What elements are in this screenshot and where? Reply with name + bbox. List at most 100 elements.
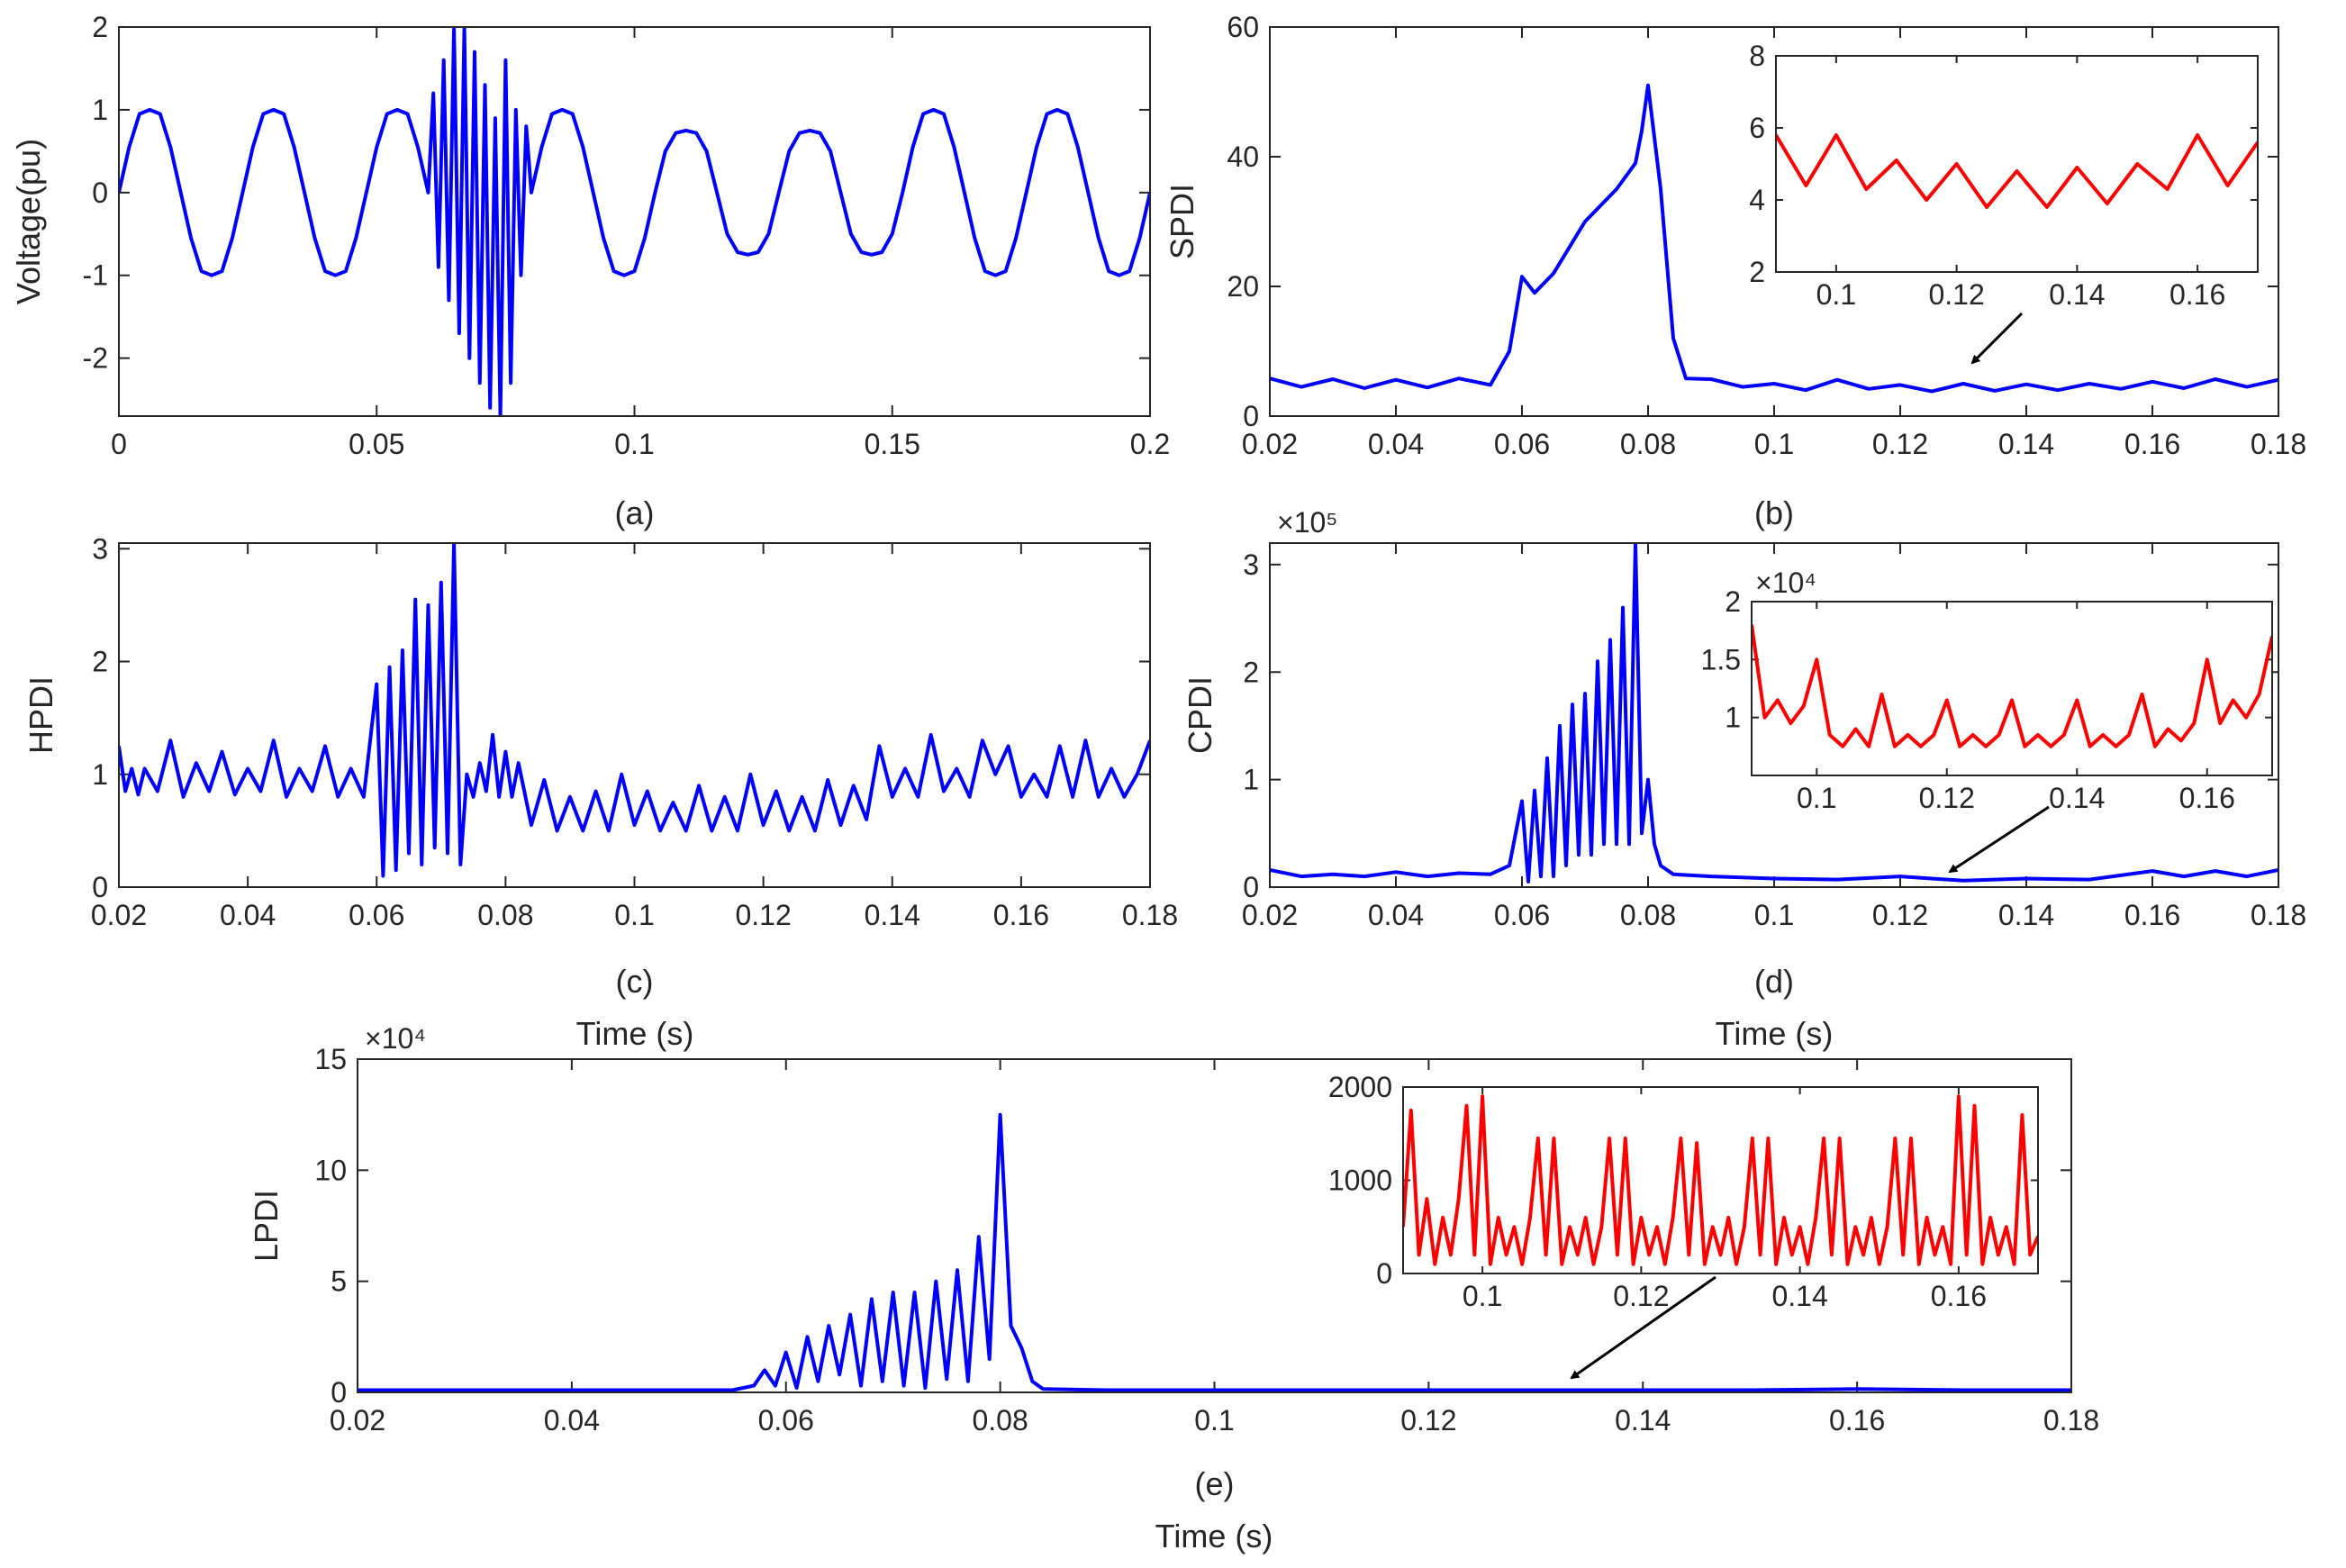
x-tick-label-a: 0.05 [349, 428, 404, 460]
inset-arrow-d [1948, 805, 2050, 874]
x-tick-label-e: 0.12 [1400, 1404, 1456, 1437]
series-line-e-0 [358, 1112, 2071, 1392]
inset-series-line-e-0 [1403, 1094, 2038, 1266]
axes-frame-d [1269, 542, 2279, 888]
panel-caption-e: (e) [1195, 1465, 1235, 1502]
y-tick-label-a: 1 [92, 94, 108, 126]
x-tick-label-a: 0.2 [1130, 428, 1170, 460]
x-tick-label-b: 0.14 [1998, 428, 2054, 460]
inset-x-tick-label-b: 0.14 [2049, 278, 2105, 311]
y-tick-label-d: 0 [1243, 871, 1259, 903]
panel-e: 0.02 0.04 0.06 0.08 0.1 0.12 0.14 0.16 0.18 0 5 10 1… [248, 1022, 2099, 1554]
x-tick-label-d: 0.02 [1242, 899, 1298, 931]
x-axis-label-d: Time (s) [1716, 1015, 1834, 1052]
plot-background-c [119, 543, 1150, 887]
x-tick-label-c: 0.1 [614, 899, 654, 931]
panel-d: 0.02 0.04 0.06 0.08 0.1 0.12 0.14 0.16 0.180123C… [1182, 506, 2306, 1052]
y-tick-label-c: 3 [92, 532, 108, 565]
inset-y-tick-label-e: 0 [1376, 1257, 1392, 1290]
x-tick-label-c: 0.06 [349, 899, 404, 931]
inset-e: 0.1 0.12 0.14 0.16 0 1000 2000 [1328, 1071, 2039, 1312]
x-tick-label-e: 0.02 [330, 1404, 385, 1437]
x-tick-label-c: 0.14 [865, 899, 920, 931]
y-tick-label-d: 2 [1243, 656, 1259, 688]
y-tick-label-e: 10 [314, 1154, 347, 1186]
inset-y-tick-label-e: 2000 [1328, 1071, 1392, 1103]
x-tick-label-e: 0.18 [2043, 1404, 2099, 1437]
y-axis-label-a: Voltage(pu) [10, 139, 47, 304]
x-tick-label-e: 0.16 [1829, 1404, 1885, 1437]
series-line-a-0 [119, 27, 1150, 416]
y-tick-label-c: 2 [92, 646, 108, 678]
axes-frame-e [357, 1058, 2072, 1393]
inset-arrow-b [1970, 312, 2024, 365]
inset-y-tick-label-b: 6 [1749, 112, 1765, 144]
x-tick-label-c: 0.02 [91, 899, 147, 931]
y-tick-label-d: 3 [1243, 548, 1259, 581]
inset-y-scale-label-d: ×10⁴ [1755, 566, 1816, 599]
y-tick-label-d: 1 [1243, 764, 1259, 796]
panel-caption-c: (c) [616, 963, 654, 1000]
x-tick-label-d: 0.12 [1872, 899, 1928, 931]
y-axis-label-d: CPDI [1182, 676, 1218, 754]
inset-y-tick-label-d: 1 [1725, 702, 1741, 734]
x-tick-label-b: 0.04 [1368, 428, 1424, 460]
x-tick-label-c: 0.16 [993, 899, 1049, 931]
axes-frame-b [1269, 26, 2279, 417]
x-tick-label-b: 0.08 [1620, 428, 1676, 460]
panel-caption-d: (d) [1754, 963, 1794, 1000]
inset-y-tick-label-d: 2 [1725, 585, 1741, 618]
y-tick-label-a: -2 [83, 342, 108, 375]
inset-y-tick-label-b: 8 [1749, 40, 1765, 72]
inset-b: 0.1 0.12 0.14 0.16 2 4 6 8 [1749, 40, 2259, 311]
x-tick-label-b: 0.02 [1242, 428, 1298, 460]
x-tick-label-b: 0.12 [1872, 428, 1928, 460]
x-tick-label-c: 0.12 [735, 899, 791, 931]
y-axis-label-b: SPDI [1164, 184, 1200, 259]
inset-x-tick-label-b: 0.12 [1928, 278, 1984, 311]
inset-y-tick-label-e: 1000 [1328, 1165, 1392, 1197]
y-tick-label-b: 0 [1243, 400, 1259, 432]
y-tick-label-e: 15 [314, 1043, 347, 1075]
series-line-c-0 [119, 543, 1150, 878]
y-scale-label-d: ×10⁵ [1277, 506, 1338, 539]
x-tick-label-e: 0.08 [972, 1404, 1028, 1437]
inset-series-line-b-0 [1776, 133, 2258, 209]
inset-arrow-e [1570, 1275, 1716, 1380]
x-tick-label-d: 0.08 [1620, 899, 1676, 931]
y-axis-label-e: LPDI [248, 1190, 285, 1262]
x-tick-label-b: 0.1 [1754, 428, 1794, 460]
y-tick-label-a: -1 [83, 259, 108, 292]
axes-frame-a [118, 26, 1151, 417]
series-line-d-0 [1270, 543, 2278, 884]
plot-background-a [119, 27, 1150, 416]
x-tick-label-a: 0.1 [614, 428, 654, 460]
inset-x-tick-label-d: 0.16 [2179, 782, 2235, 814]
y-tick-label-a: 2 [92, 11, 108, 43]
inset-y-tick-label-b: 4 [1749, 184, 1765, 216]
inset-x-tick-label-e: 0.16 [1931, 1280, 1987, 1312]
x-tick-label-e: 0.1 [1194, 1404, 1234, 1437]
y-tick-label-e: 0 [331, 1376, 347, 1409]
x-tick-label-a: 0 [111, 428, 127, 460]
inset-x-tick-label-d: 0.12 [1919, 782, 1975, 814]
x-tick-label-e: 0.14 [1615, 1404, 1671, 1437]
panel-caption-b: (b) [1754, 494, 1794, 531]
inset-y-tick-label-b: 2 [1749, 256, 1765, 288]
x-tick-label-d: 0.14 [1998, 899, 2054, 931]
x-tick-label-d: 0.1 [1754, 899, 1794, 931]
x-tick-label-b: 0.18 [2251, 428, 2306, 460]
x-tick-label-a: 0.15 [865, 428, 920, 460]
x-tick-label-d: 0.06 [1494, 899, 1550, 931]
inset-x-tick-label-e: 0.14 [1771, 1280, 1827, 1312]
y-tick-label-b: 20 [1227, 270, 1259, 303]
inset-x-tick-label-b: 0.16 [2169, 278, 2225, 311]
y-axis-label-c: HPDI [23, 676, 59, 754]
x-tick-label-d: 0.18 [2251, 899, 2306, 931]
panel-b: 0.02 0.04 0.06 0.08 0.1 0.12 0.14 0.16 0.1802040… [1164, 11, 2306, 531]
y-scale-label-e: ×10⁴ [365, 1022, 426, 1055]
y-tick-label-c: 1 [92, 758, 108, 791]
x-tick-label-b: 0.16 [2124, 428, 2180, 460]
inset-axes-frame-e [1402, 1086, 2039, 1274]
